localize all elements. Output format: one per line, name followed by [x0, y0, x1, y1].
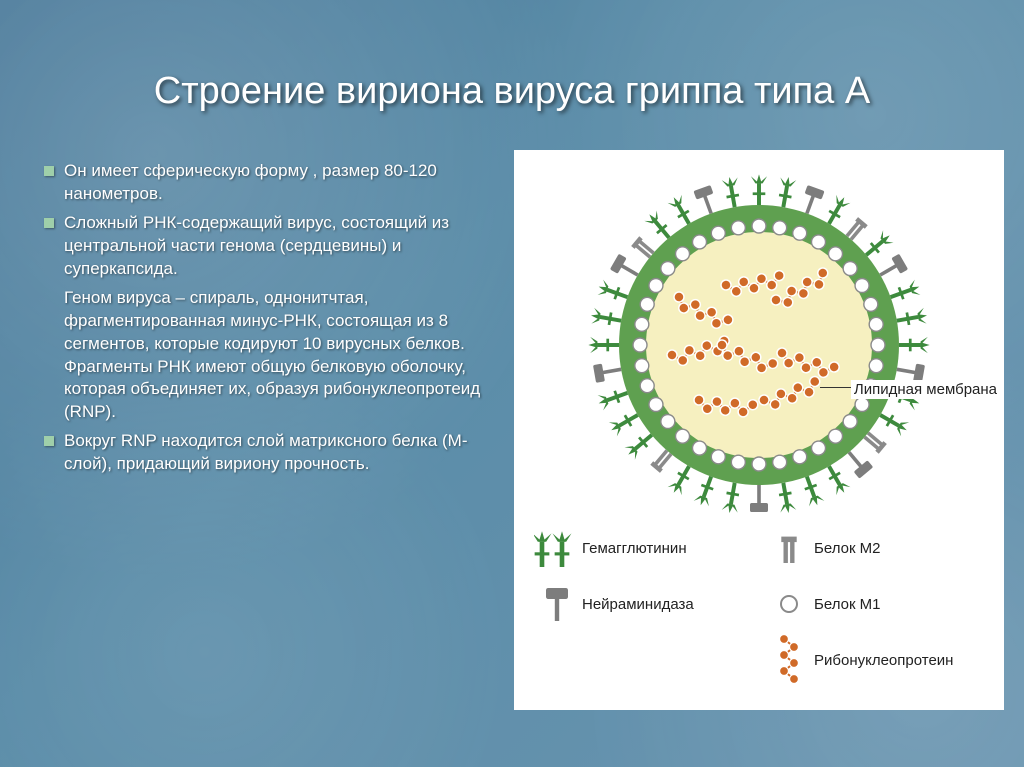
- virus-diagram: Липидная мембрана Гемагглютинин Белок М2…: [514, 150, 1004, 710]
- slide-background: Строение вириона вируса гриппа типа А Он…: [0, 0, 1024, 767]
- legend-rnp: Рибонуклеопротеин: [764, 640, 986, 680]
- legend-label: Гемагглютинин: [582, 540, 687, 557]
- bullet-item: Он имеет сферическую форму , размер 80-1…: [42, 160, 492, 206]
- rnp-icon: [764, 640, 814, 680]
- lipid-membrane-label: Липидная мембрана: [851, 380, 1000, 399]
- legend-label: Белок М2: [814, 540, 881, 557]
- hemagglutinin-icon: [532, 528, 582, 568]
- bullet-item: Вокруг RNP находится слой матриксного бе…: [42, 430, 492, 476]
- legend-empty: [532, 640, 754, 680]
- legend-label: Нейраминидаза: [582, 596, 694, 613]
- virus-illustration: [579, 160, 939, 520]
- legend-hemagglutinin: Гемагглютинин: [532, 528, 754, 568]
- bullet-item: Сложный РНК-содержащий вирус, состоящий …: [42, 212, 492, 281]
- slide-title: Строение вириона вируса гриппа типа А: [0, 70, 1024, 113]
- bullet-item: Геном вируса – спираль, однонитчтая, фра…: [42, 287, 492, 425]
- legend: Гемагглютинин Белок М2 Нейраминидаза: [532, 528, 986, 680]
- text-content: Он имеет сферическую форму , размер 80-1…: [42, 160, 492, 482]
- m2-icon: [764, 528, 814, 568]
- legend-label: Белок М1: [814, 596, 881, 613]
- legend-neuraminidase: Нейраминидаза: [532, 584, 754, 624]
- legend-m2: Белок М2: [764, 528, 986, 568]
- neuraminidase-icon: [532, 584, 582, 624]
- bullet-list: Он имеет сферическую форму , размер 80-1…: [42, 160, 492, 476]
- legend-m1: Белок М1: [764, 584, 986, 624]
- m1-icon: [764, 584, 814, 624]
- legend-label: Рибонуклеопротеин: [814, 652, 953, 669]
